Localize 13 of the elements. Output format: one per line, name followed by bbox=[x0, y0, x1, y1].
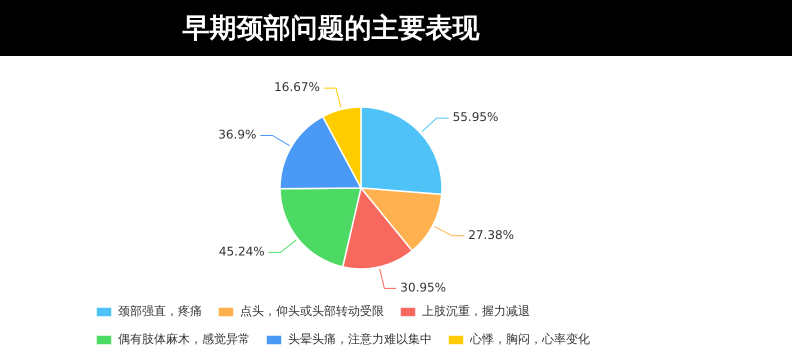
legend-label: 心悸，胸闷，心率变化 bbox=[469, 332, 590, 346]
data-label: 55.95% bbox=[452, 110, 498, 124]
data-label: 45.24% bbox=[218, 244, 265, 259]
data-label: 30.95% bbox=[400, 280, 446, 294]
legend-label: 偶有肢体麻木，感觉异常 bbox=[118, 332, 250, 346]
data-label: 16.67% bbox=[274, 80, 320, 94]
data-label: 27.38% bbox=[468, 228, 514, 242]
data-label: 36.9% bbox=[218, 128, 256, 142]
legend-label: 上肢沉重，握力减退 bbox=[422, 304, 530, 318]
legend-label: 点头，仰头或头部转动受限 bbox=[240, 304, 384, 318]
chart-title: 早期颈部问题的主要表现 bbox=[0, 0, 792, 56]
legend-label: 头晕头痛，注意力难以集中 bbox=[288, 332, 432, 346]
legend-label: 颈部强直，疼痛 bbox=[118, 304, 202, 318]
